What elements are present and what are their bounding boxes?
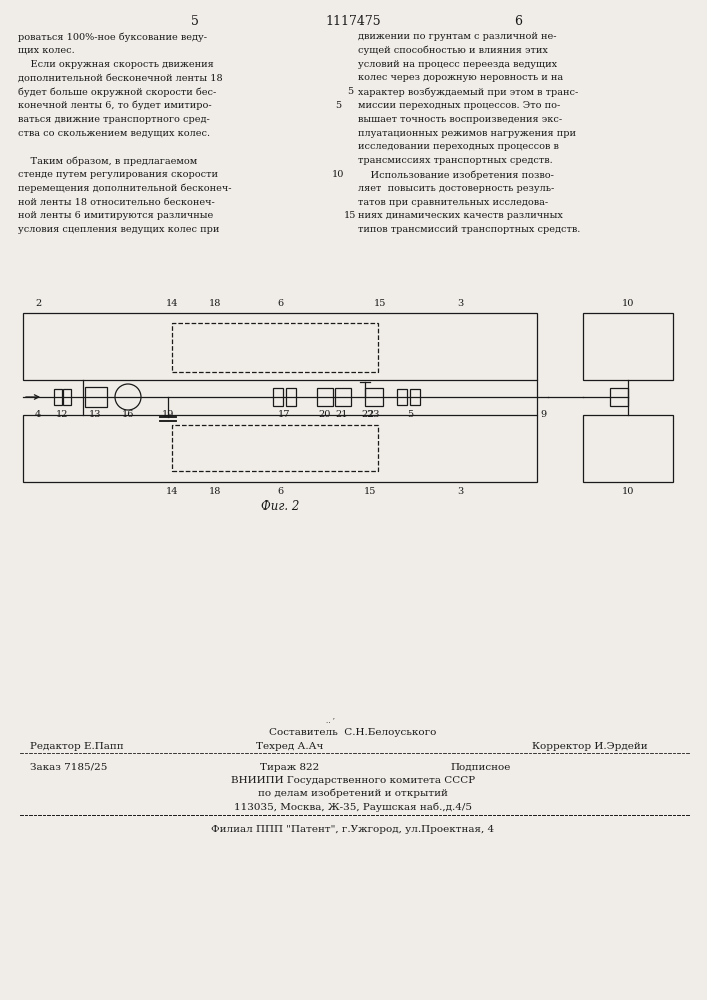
- Text: Таким образом, в предлагаемом: Таким образом, в предлагаемом: [18, 156, 197, 166]
- Text: 16: 16: [122, 410, 134, 419]
- Bar: [273, 388, 283, 406]
- Text: 4: 4: [35, 410, 41, 419]
- Text: 6: 6: [277, 299, 283, 308]
- Text: 15: 15: [374, 299, 386, 308]
- Bar: [365, 388, 383, 406]
- Bar: [317, 388, 333, 406]
- Text: 5: 5: [191, 15, 199, 28]
- Text: будет больше окружной скорости бес-: будет больше окружной скорости бес-: [18, 87, 216, 97]
- Bar: [397, 389, 407, 405]
- Text: 19: 19: [162, 410, 174, 419]
- Text: Техред А.Ач: Техред А.Ач: [257, 742, 324, 751]
- Text: 17: 17: [278, 410, 291, 419]
- Text: 21: 21: [336, 410, 349, 419]
- Bar: [54, 389, 62, 405]
- Text: Фиг. 2: Фиг. 2: [261, 500, 299, 513]
- Bar: [172, 425, 378, 471]
- Text: плуатационных режимов нагружения при: плуатационных режимов нагружения при: [358, 129, 576, 138]
- Bar: [172, 323, 378, 372]
- Text: 3: 3: [457, 487, 463, 496]
- Text: .. ’: .. ’: [325, 718, 334, 724]
- Text: 13: 13: [89, 410, 101, 419]
- Text: 14: 14: [165, 487, 178, 496]
- Text: 5: 5: [407, 410, 413, 419]
- Text: сущей способностью и влияния этих: сущей способностью и влияния этих: [358, 46, 548, 55]
- Text: 18: 18: [209, 299, 221, 308]
- Bar: [286, 388, 296, 406]
- Text: 113035, Москва, Ж-35, Раушская наб.,д.4/5: 113035, Москва, Ж-35, Раушская наб.,д.4/…: [234, 802, 472, 812]
- Text: ляет  повысить достоверность резуль-: ляет повысить достоверность резуль-: [358, 184, 554, 193]
- Text: татов при сравнительных исследова-: татов при сравнительных исследова-: [358, 198, 548, 207]
- Text: 23: 23: [368, 410, 380, 419]
- Text: Подписное: Подписное: [450, 763, 510, 772]
- Text: Составитель  С.Н.Белоуського: Составитель С.Н.Белоуського: [269, 728, 437, 737]
- Text: по делам изобретений и открытий: по делам изобретений и открытий: [258, 789, 448, 798]
- Text: характер возбуждаемый при этом в транс-: характер возбуждаемый при этом в транс-: [358, 87, 578, 97]
- Text: ниях динамических качеств различных: ниях динамических качеств различных: [358, 211, 563, 220]
- Text: ВНИИПИ Государственного комитета СССР: ВНИИПИ Государственного комитета СССР: [231, 776, 475, 785]
- Text: 2: 2: [35, 299, 41, 308]
- Text: ства со скольжением ведущих колес.: ства со скольжением ведущих колес.: [18, 129, 210, 138]
- Bar: [63, 389, 71, 405]
- Text: движении по грунтам с различной не-: движении по грунтам с различной не-: [358, 32, 556, 41]
- Text: Филиал ППП "Патент", г.Ужгород, ул.Проектная, 4: Филиал ППП "Патент", г.Ужгород, ул.Проек…: [211, 825, 495, 834]
- Text: ваться движние транспортного сред-: ваться движние транспортного сред-: [18, 115, 210, 124]
- Text: 6: 6: [277, 487, 283, 496]
- Text: 18: 18: [209, 487, 221, 496]
- Text: 1117475: 1117475: [325, 15, 381, 28]
- Bar: [23, 313, 537, 380]
- Text: роваться 100%-ное буксование веду-: роваться 100%-ное буксование веду-: [18, 32, 207, 41]
- Text: дополнительной бесконечной ленты 18: дополнительной бесконечной ленты 18: [18, 73, 223, 82]
- Text: 12: 12: [56, 410, 69, 419]
- Text: 15: 15: [364, 487, 376, 496]
- Text: ной ленты 6 имитируются различные: ной ленты 6 имитируются различные: [18, 211, 214, 220]
- Bar: [610, 388, 628, 406]
- Text: Заказ 7185/25: Заказ 7185/25: [30, 763, 107, 772]
- Text: стенде путем регулирования скорости: стенде путем регулирования скорости: [18, 170, 218, 179]
- Text: Корректор И.Эрдейи: Корректор И.Эрдейи: [532, 742, 648, 751]
- Text: 10: 10: [622, 299, 634, 308]
- Bar: [335, 388, 351, 406]
- Text: 5: 5: [335, 101, 341, 110]
- Text: вышает точность воспроизведения экс-: вышает точность воспроизведения экс-: [358, 115, 562, 124]
- Text: миссии переходных процессов. Это по-: миссии переходных процессов. Это по-: [358, 101, 560, 110]
- Text: 9: 9: [540, 410, 546, 419]
- Text: 15: 15: [344, 211, 356, 220]
- Text: Использование изобретения позво-: Использование изобретения позво-: [358, 170, 554, 180]
- Text: ной ленты 18 относительно бесконеч-: ной ленты 18 относительно бесконеч-: [18, 198, 215, 207]
- Text: типов трансмиссий транспортных средств.: типов трансмиссий транспортных средств.: [358, 225, 580, 234]
- Bar: [85, 387, 107, 407]
- Text: 6: 6: [514, 15, 522, 28]
- Bar: [23, 415, 537, 482]
- Text: условия сцепления ведущих колес при: условия сцепления ведущих колес при: [18, 225, 219, 234]
- Text: условий на процесс переезда ведущих: условий на процесс переезда ведущих: [358, 60, 557, 69]
- Text: щих колес.: щих колес.: [18, 46, 75, 55]
- Text: перемещения дополнительной бесконеч-: перемещения дополнительной бесконеч-: [18, 184, 231, 193]
- Text: 20: 20: [319, 410, 331, 419]
- Text: трансмиссиях транспортных средств.: трансмиссиях транспортных средств.: [358, 156, 553, 165]
- Text: колес через дорожную неровность и на: колес через дорожную неровность и на: [358, 73, 563, 82]
- Bar: [410, 389, 420, 405]
- Text: конечной ленты 6, то будет имитиро-: конечной ленты 6, то будет имитиро-: [18, 101, 211, 110]
- Text: 22: 22: [362, 410, 374, 419]
- Text: исследовании переходных процессов в: исследовании переходных процессов в: [358, 142, 559, 151]
- Text: 5: 5: [347, 87, 353, 96]
- Text: Редактор Е.Папп: Редактор Е.Папп: [30, 742, 124, 751]
- Text: 10: 10: [332, 170, 344, 179]
- Text: Тираж 822: Тираж 822: [260, 763, 320, 772]
- Bar: [583, 313, 673, 380]
- Text: 10: 10: [622, 487, 634, 496]
- Text: 3: 3: [457, 299, 463, 308]
- Bar: [583, 415, 673, 482]
- Text: Если окружная скорость движения: Если окружная скорость движения: [18, 60, 214, 69]
- Text: 14: 14: [165, 299, 178, 308]
